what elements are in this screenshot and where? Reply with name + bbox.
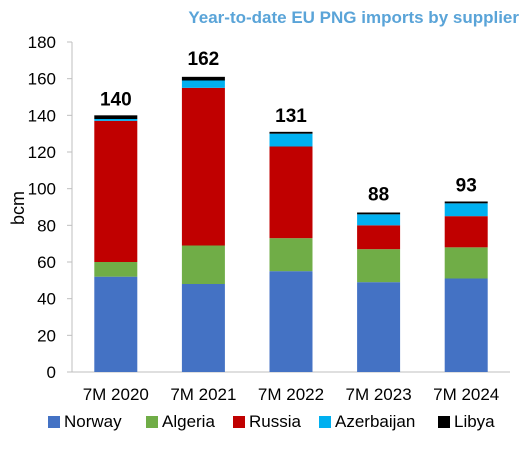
bar-azerbaijan-4 [444, 203, 488, 217]
y-tick-label: 180 [28, 33, 56, 52]
bar-azerbaijan-0 [94, 119, 138, 121]
bar-azerbaijan-1 [181, 80, 225, 88]
bar-norway-2 [269, 271, 313, 372]
bar-algeria-0 [94, 262, 138, 277]
legend-swatch-algeria [146, 416, 158, 428]
legend-label-algeria: Algeria [162, 412, 215, 431]
x-tick-label: 7M 2024 [433, 385, 499, 404]
bar-libya-0 [94, 115, 138, 119]
bar-norway-0 [94, 276, 138, 372]
y-tick-label: 20 [37, 326, 56, 345]
y-tick-label: 160 [28, 70, 56, 89]
bar-azerbaijan-2 [269, 133, 313, 147]
legend-swatch-azerbaijan [319, 416, 331, 428]
legend: Norway Algeria Russia Azerbaijan Libya [48, 412, 495, 431]
bar-algeria-1 [181, 245, 225, 284]
x-tick-label: 7M 2022 [258, 385, 324, 404]
bar-libya-3 [357, 212, 401, 215]
plot-area: 0 20 40 60 80 100 120 140 160 180 140 7M 2020 162 7M … [28, 33, 510, 404]
total-label: 131 [275, 106, 307, 127]
legend-label-azerbaijan: Azerbaijan [335, 412, 415, 431]
bar-russia-3 [357, 225, 401, 250]
legend-swatch-norway [48, 416, 60, 428]
y-tick-label: 60 [37, 253, 56, 272]
bar-norway-4 [444, 278, 488, 372]
y-tick-label: 140 [28, 106, 56, 125]
bar-libya-2 [269, 131, 313, 134]
bar-algeria-4 [444, 247, 488, 279]
bar-algeria-2 [269, 238, 313, 272]
legend-swatch-libya [438, 416, 450, 428]
bar-libya-1 [181, 76, 225, 81]
y-tick-label: 80 [37, 216, 56, 235]
bar-norway-1 [181, 284, 225, 372]
bar-russia-4 [444, 216, 488, 248]
x-tick-label: 7M 2023 [346, 385, 412, 404]
bar-norway-3 [357, 282, 401, 372]
legend-label-russia: Russia [249, 412, 302, 431]
legend-label-libya: Libya [454, 412, 495, 431]
bar-russia-2 [269, 146, 313, 239]
bar-azerbaijan-3 [357, 214, 401, 226]
bar-algeria-3 [357, 249, 401, 283]
chart-title: Year-to-date EU PNG imports by supplier [188, 8, 519, 27]
total-label: 140 [100, 89, 132, 110]
x-tick-label: 7M 2020 [83, 385, 149, 404]
y-tick-label: 0 [47, 363, 56, 382]
total-label: 93 [456, 176, 477, 197]
y-tick-label: 120 [28, 143, 56, 162]
legend-label-norway: Norway [64, 412, 122, 431]
bar-russia-1 [181, 87, 225, 246]
y-tick-label: 40 [37, 290, 56, 309]
bar-russia-0 [94, 120, 138, 262]
x-tick-label: 7M 2021 [170, 385, 236, 404]
y-tick-label: 100 [28, 180, 56, 199]
total-label: 88 [368, 185, 389, 206]
total-label: 162 [188, 49, 220, 70]
bar-libya-4 [444, 201, 488, 204]
legend-swatch-russia [233, 416, 245, 428]
y-axis-label: bcm [8, 191, 28, 225]
